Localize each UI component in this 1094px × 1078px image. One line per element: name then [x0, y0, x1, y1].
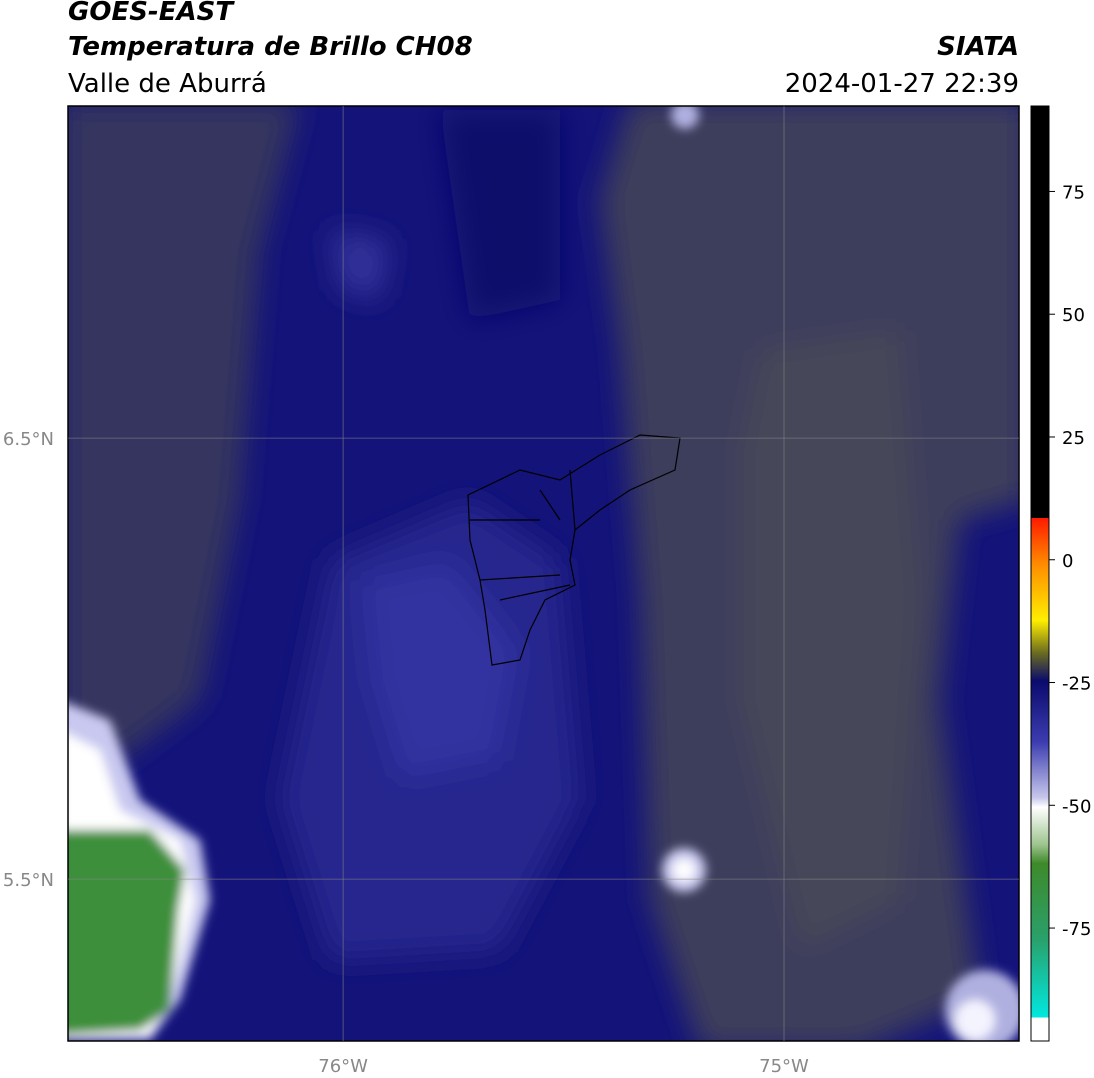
region: Valle de Aburrá — [68, 69, 267, 99]
colorbar-tick-label: 75 — [1062, 182, 1085, 203]
lat-label: 6.5°N — [3, 429, 54, 450]
lon-label: 76°W — [318, 1056, 368, 1077]
colorbar — [1030, 105, 1050, 1042]
lon-label: 75°W — [759, 1056, 809, 1077]
colorbar-tick-label: -75 — [1062, 919, 1091, 940]
source: SIATA — [937, 32, 1019, 62]
colorbar-tick-label: -50 — [1062, 796, 1091, 817]
colorbar-tick-label: 50 — [1062, 305, 1085, 326]
colorbar-tick-label: 25 — [1062, 428, 1085, 449]
datetime: 2024-01-27 22:39 — [785, 69, 1019, 99]
colorbar-tick-label: 0 — [1062, 551, 1073, 572]
title: GOES-EAST — [68, 0, 235, 27]
satellite-image — [68, 106, 1019, 1041]
colorbar-tick-label: -25 — [1062, 674, 1091, 695]
municipal-boundaries — [467, 434, 681, 666]
subtitle: Temperatura de Brillo CH08 — [68, 32, 473, 62]
lat-label: 5.5°N — [3, 870, 54, 891]
map-frame — [67, 105, 1020, 1042]
